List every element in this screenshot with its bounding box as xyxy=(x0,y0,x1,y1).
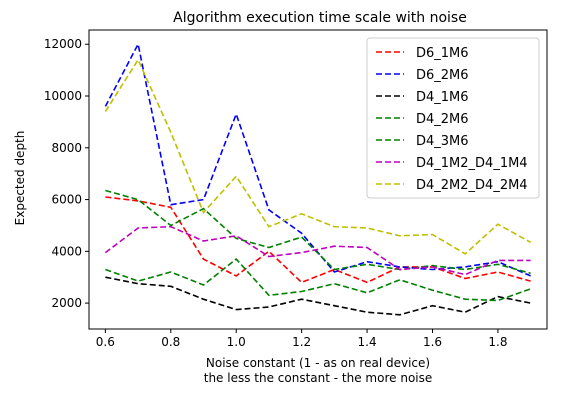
x-tick-label: 1.6 xyxy=(423,335,442,349)
legend-entry: D4_2M2_D4_2M4 xyxy=(416,178,528,193)
x-tick-label: 1.0 xyxy=(227,335,246,349)
y-tick-label: 2000 xyxy=(51,296,82,310)
series-line-d4-1m6 xyxy=(105,276,531,316)
y-tick-label: 8000 xyxy=(51,141,82,155)
series-line-d4-1m2-d4-1m4 xyxy=(104,225,531,276)
legend: D6_1M6 D6_2M6 D4_1M6 D4_2M6 D4_3M6 D4_1M2_D4_… xyxy=(366,37,540,199)
x-tick-label: 0.8 xyxy=(161,335,180,349)
x-tick-label: 1.8 xyxy=(488,335,507,349)
y-tick-label: 4000 xyxy=(51,244,82,258)
legend-entry: D4_2M6 xyxy=(416,112,469,127)
legend-entry: D6_2M6 xyxy=(416,68,469,83)
legend-entry: D4_3M6 xyxy=(416,134,469,149)
x-axis-label-line2: the less the constant - the more noise xyxy=(204,371,433,385)
x-tick-label: 1.4 xyxy=(358,335,377,349)
chart-title: Algorithm execution time scale with nois… xyxy=(173,10,467,26)
legend-entry: D6_1M6 xyxy=(416,46,469,61)
plot-frame xyxy=(88,29,548,330)
series-line-d6-1m6 xyxy=(105,196,531,284)
x-axis-label: Noise constant (1 - as on real device) xyxy=(206,356,430,370)
plot-lines xyxy=(104,41,531,316)
x-tick-label: 1.2 xyxy=(292,335,311,349)
series-line-d4-2m2-d4-2m4 xyxy=(104,58,531,255)
series-line-d4-2m6 xyxy=(105,189,531,275)
axis-ticks: 0.6 0.8 1.0 1.2 1.4 1.6 1.8 2000 4000 6000 8000 100… xyxy=(44,37,508,349)
y-tick-label: 12000 xyxy=(44,37,82,51)
legend-entry: D4_1M2_D4_1M4 xyxy=(416,156,528,171)
series-line-d4-3m6 xyxy=(105,258,531,302)
y-axis-label: Expected depth xyxy=(13,131,27,226)
y-tick-label: 6000 xyxy=(51,193,82,207)
x-tick-label: 0.6 xyxy=(96,335,115,349)
y-tick-label: 10000 xyxy=(44,89,82,103)
legend-box xyxy=(366,37,540,199)
legend-entry: D4_1M6 xyxy=(416,90,469,105)
